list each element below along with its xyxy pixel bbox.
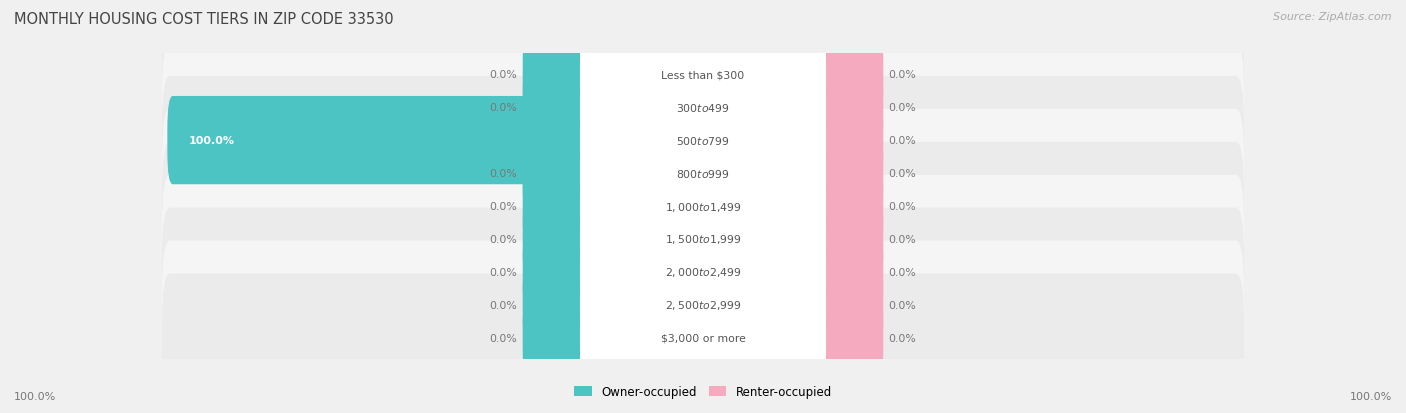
FancyBboxPatch shape — [167, 97, 586, 185]
FancyBboxPatch shape — [579, 221, 827, 323]
Text: 0.0%: 0.0% — [489, 103, 517, 113]
Text: $1,000 to $1,499: $1,000 to $1,499 — [665, 200, 741, 213]
FancyBboxPatch shape — [820, 97, 883, 185]
FancyBboxPatch shape — [523, 294, 586, 382]
Legend: Owner-occupied, Renter-occupied: Owner-occupied, Renter-occupied — [569, 381, 837, 403]
FancyBboxPatch shape — [579, 122, 827, 225]
Text: Source: ZipAtlas.com: Source: ZipAtlas.com — [1274, 12, 1392, 22]
FancyBboxPatch shape — [162, 11, 1244, 139]
Text: 0.0%: 0.0% — [889, 234, 917, 244]
FancyBboxPatch shape — [162, 274, 1244, 402]
Text: $1,500 to $1,999: $1,500 to $1,999 — [665, 233, 741, 246]
FancyBboxPatch shape — [162, 241, 1244, 369]
Text: 0.0%: 0.0% — [889, 202, 917, 211]
FancyBboxPatch shape — [820, 228, 883, 316]
FancyBboxPatch shape — [820, 31, 883, 119]
Text: 0.0%: 0.0% — [489, 169, 517, 179]
Text: $300 to $499: $300 to $499 — [676, 102, 730, 114]
Text: $500 to $799: $500 to $799 — [676, 135, 730, 147]
FancyBboxPatch shape — [162, 208, 1244, 336]
FancyBboxPatch shape — [820, 162, 883, 251]
Text: 100.0%: 100.0% — [188, 136, 235, 146]
Text: $2,500 to $2,999: $2,500 to $2,999 — [665, 299, 741, 311]
Text: 0.0%: 0.0% — [889, 169, 917, 179]
FancyBboxPatch shape — [820, 130, 883, 218]
Text: 100.0%: 100.0% — [1350, 391, 1392, 401]
Text: 0.0%: 0.0% — [489, 234, 517, 244]
Text: 0.0%: 0.0% — [889, 103, 917, 113]
FancyBboxPatch shape — [579, 287, 827, 389]
FancyBboxPatch shape — [579, 254, 827, 356]
FancyBboxPatch shape — [820, 64, 883, 152]
FancyBboxPatch shape — [523, 64, 586, 152]
FancyBboxPatch shape — [579, 188, 827, 291]
FancyBboxPatch shape — [820, 195, 883, 283]
FancyBboxPatch shape — [579, 57, 827, 159]
FancyBboxPatch shape — [523, 162, 586, 251]
FancyBboxPatch shape — [523, 261, 586, 349]
FancyBboxPatch shape — [162, 77, 1244, 205]
FancyBboxPatch shape — [162, 109, 1244, 238]
Text: MONTHLY HOUSING COST TIERS IN ZIP CODE 33530: MONTHLY HOUSING COST TIERS IN ZIP CODE 3… — [14, 12, 394, 27]
FancyBboxPatch shape — [523, 130, 586, 218]
Text: $2,000 to $2,499: $2,000 to $2,499 — [665, 266, 741, 279]
FancyBboxPatch shape — [162, 142, 1244, 271]
FancyBboxPatch shape — [523, 228, 586, 316]
FancyBboxPatch shape — [162, 175, 1244, 304]
Text: $800 to $999: $800 to $999 — [676, 168, 730, 180]
Text: 100.0%: 100.0% — [14, 391, 56, 401]
FancyBboxPatch shape — [162, 44, 1244, 172]
Text: 0.0%: 0.0% — [489, 202, 517, 211]
Text: Less than $300: Less than $300 — [661, 70, 745, 80]
Text: 0.0%: 0.0% — [889, 267, 917, 277]
FancyBboxPatch shape — [523, 195, 586, 283]
Text: 0.0%: 0.0% — [889, 136, 917, 146]
FancyBboxPatch shape — [579, 24, 827, 126]
FancyBboxPatch shape — [579, 90, 827, 192]
Text: 0.0%: 0.0% — [489, 333, 517, 343]
Text: 0.0%: 0.0% — [889, 70, 917, 80]
Text: 0.0%: 0.0% — [489, 267, 517, 277]
Text: 0.0%: 0.0% — [889, 300, 917, 310]
Text: $3,000 or more: $3,000 or more — [661, 333, 745, 343]
Text: 0.0%: 0.0% — [489, 70, 517, 80]
Text: 0.0%: 0.0% — [489, 300, 517, 310]
FancyBboxPatch shape — [820, 261, 883, 349]
FancyBboxPatch shape — [579, 155, 827, 258]
Text: 0.0%: 0.0% — [889, 333, 917, 343]
FancyBboxPatch shape — [523, 31, 586, 119]
FancyBboxPatch shape — [820, 294, 883, 382]
